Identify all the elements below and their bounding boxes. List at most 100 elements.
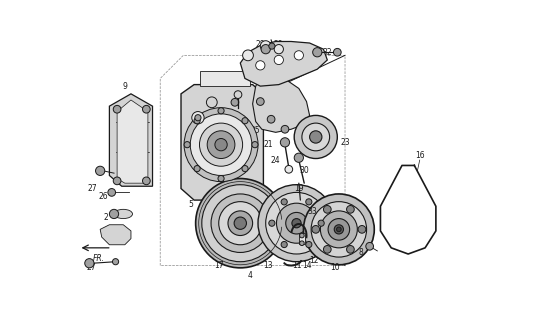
Circle shape (192, 112, 204, 124)
Circle shape (243, 50, 254, 61)
Text: 31: 31 (263, 42, 273, 51)
Circle shape (184, 141, 190, 148)
Circle shape (143, 105, 150, 113)
Circle shape (228, 211, 252, 236)
FancyBboxPatch shape (200, 71, 250, 86)
Circle shape (334, 225, 343, 234)
Circle shape (195, 115, 201, 121)
Polygon shape (117, 100, 148, 183)
Circle shape (190, 114, 252, 175)
Text: 33: 33 (307, 207, 317, 216)
Circle shape (269, 220, 275, 226)
Circle shape (318, 220, 324, 226)
Circle shape (281, 242, 287, 248)
Circle shape (300, 241, 304, 245)
Circle shape (143, 177, 150, 185)
Circle shape (196, 179, 285, 268)
Text: 25: 25 (251, 126, 261, 135)
Text: 30: 30 (299, 166, 309, 175)
Circle shape (320, 211, 357, 248)
Circle shape (347, 205, 354, 213)
Text: 28: 28 (256, 40, 265, 49)
Text: 24: 24 (271, 156, 281, 164)
Circle shape (302, 123, 330, 151)
Circle shape (219, 202, 262, 245)
Circle shape (108, 188, 115, 196)
Ellipse shape (114, 209, 133, 219)
Text: 16: 16 (415, 151, 424, 160)
Circle shape (304, 194, 374, 265)
Circle shape (276, 203, 317, 243)
Circle shape (324, 245, 331, 253)
Text: 15: 15 (228, 140, 238, 149)
Polygon shape (109, 94, 152, 186)
Text: 19: 19 (294, 184, 304, 193)
Circle shape (337, 227, 341, 232)
Circle shape (200, 123, 243, 166)
Text: 27: 27 (86, 263, 96, 272)
Text: 10: 10 (330, 263, 340, 272)
Text: 27: 27 (88, 184, 97, 193)
Text: 13: 13 (263, 261, 273, 270)
Text: 14: 14 (302, 261, 311, 270)
Circle shape (85, 259, 94, 268)
Text: 9: 9 (122, 82, 127, 91)
Circle shape (274, 44, 283, 54)
Text: 29: 29 (274, 40, 283, 49)
Circle shape (207, 131, 235, 158)
Circle shape (311, 202, 367, 257)
Text: 17: 17 (215, 261, 224, 270)
Circle shape (258, 185, 335, 262)
Circle shape (202, 185, 279, 262)
Circle shape (256, 98, 264, 105)
Polygon shape (240, 42, 327, 86)
Circle shape (310, 131, 322, 143)
Circle shape (218, 108, 224, 114)
Circle shape (231, 99, 239, 106)
Circle shape (313, 48, 322, 57)
Text: 5: 5 (189, 200, 194, 209)
Text: 2: 2 (104, 212, 109, 221)
Circle shape (285, 165, 293, 173)
Circle shape (211, 194, 270, 252)
Circle shape (109, 209, 119, 219)
Circle shape (312, 226, 320, 233)
FancyBboxPatch shape (299, 233, 305, 244)
Circle shape (328, 219, 350, 240)
Circle shape (242, 118, 248, 124)
Text: 22: 22 (240, 123, 250, 132)
Text: 11: 11 (292, 261, 301, 270)
Circle shape (347, 245, 354, 253)
Circle shape (96, 166, 105, 175)
Circle shape (274, 55, 283, 65)
Circle shape (286, 212, 307, 234)
Circle shape (256, 61, 265, 70)
Text: 32: 32 (323, 48, 332, 57)
Text: 8: 8 (358, 248, 363, 257)
Circle shape (113, 259, 119, 265)
Circle shape (294, 153, 304, 162)
Text: 6: 6 (208, 140, 213, 149)
Text: FR.: FR. (92, 254, 104, 263)
Circle shape (113, 105, 121, 113)
Circle shape (113, 177, 121, 185)
Circle shape (294, 116, 337, 158)
Circle shape (184, 108, 258, 182)
Circle shape (206, 97, 217, 108)
Text: 4: 4 (248, 271, 253, 280)
Text: 20: 20 (317, 123, 327, 132)
Polygon shape (100, 225, 131, 245)
Circle shape (194, 118, 200, 124)
Circle shape (306, 242, 312, 248)
Circle shape (333, 48, 341, 56)
Circle shape (242, 165, 248, 172)
Circle shape (234, 217, 246, 229)
Circle shape (218, 175, 224, 182)
Circle shape (281, 199, 287, 205)
Circle shape (366, 243, 374, 250)
Text: 12: 12 (310, 256, 319, 265)
Circle shape (281, 125, 289, 133)
Text: 7: 7 (190, 148, 195, 157)
Polygon shape (181, 84, 263, 200)
Circle shape (306, 199, 312, 205)
